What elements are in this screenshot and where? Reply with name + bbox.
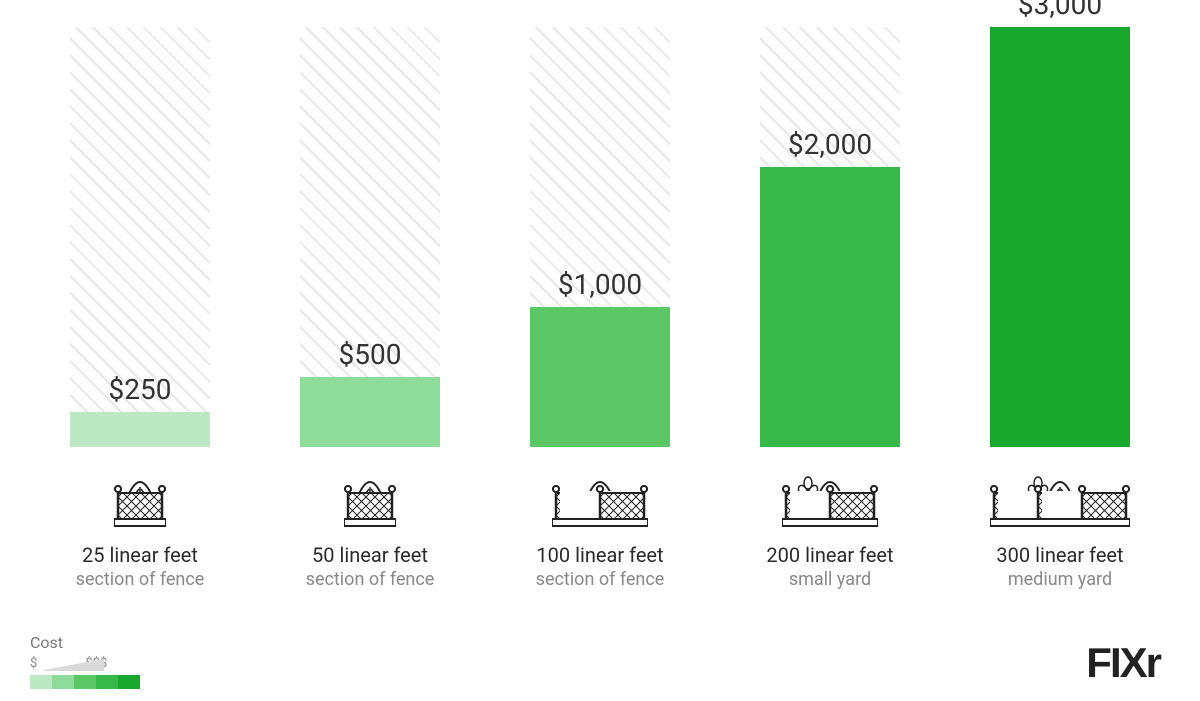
category-icon (344, 459, 396, 529)
bar-value-label: $500 (300, 338, 440, 371)
logo-r: r (1146, 639, 1160, 687)
chart-column: $1,000 100 linear feetsection of fence (500, 27, 700, 590)
chart-column: $250 25 linear feetsection of fence (40, 27, 240, 590)
bar-fill (300, 377, 440, 447)
bar-value-label: $2,000 (760, 128, 900, 161)
fence-icon (782, 469, 878, 529)
category-icon (114, 459, 166, 529)
category-subtitle: section of fence (76, 569, 205, 590)
bar-value-label: $3,000 (990, 0, 1130, 21)
legend-swatch (52, 675, 74, 689)
bar-area: $1,000 (530, 27, 670, 447)
category-icon (552, 459, 648, 529)
fixr-logo: FIXr (1086, 639, 1160, 687)
bar-area: $250 (70, 27, 210, 447)
logo-main: FIX (1086, 639, 1145, 686)
bar-value-label: $1,000 (530, 268, 670, 301)
category-title: 100 linear feet (536, 543, 663, 567)
wedge-icon (44, 659, 104, 671)
category-title: 200 linear feet (766, 543, 893, 567)
bar-fill (530, 307, 670, 447)
category-icon (782, 459, 878, 529)
legend-swatches (30, 675, 140, 689)
fence-icon (114, 469, 166, 529)
legend-swatch (96, 675, 118, 689)
category-subtitle: section of fence (306, 569, 435, 590)
bar-fill (990, 27, 1130, 447)
category-subtitle: medium yard (1008, 569, 1112, 590)
category-icon (990, 459, 1130, 529)
category-subtitle: section of fence (536, 569, 665, 590)
category-title: 300 linear feet (996, 543, 1123, 567)
category-title: 25 linear feet (82, 543, 198, 567)
cost-bar-chart: $25025 linear feetsection of fence$50050… (0, 0, 1200, 590)
category-title: 50 linear feet (312, 543, 428, 567)
fence-icon (344, 469, 396, 529)
fence-icon (552, 469, 648, 529)
legend-swatch (74, 675, 96, 689)
bar-area: $500 (300, 27, 440, 447)
cost-legend: Cost $ $$$ (30, 633, 140, 689)
chart-column: $500 50 linear feetsection of fence (270, 27, 470, 590)
legend-scale-row: $ $$$ (30, 656, 140, 671)
legend-low: $ (30, 656, 37, 671)
bar-fill (760, 167, 900, 447)
bar-area: $3,000 (990, 27, 1130, 447)
chart-column: $2,000 200 linear feetsmall yard (730, 27, 930, 590)
bar-fill (70, 412, 210, 447)
category-subtitle: small yard (789, 569, 871, 590)
legend-title: Cost (30, 633, 140, 652)
chart-column: $3,000 300 linear feetmedium yard (960, 27, 1160, 590)
bar-area: $2,000 (760, 27, 900, 447)
fence-icon (990, 469, 1130, 529)
legend-swatch (30, 675, 52, 689)
legend-swatch (118, 675, 140, 689)
bar-value-label: $250 (70, 373, 210, 406)
